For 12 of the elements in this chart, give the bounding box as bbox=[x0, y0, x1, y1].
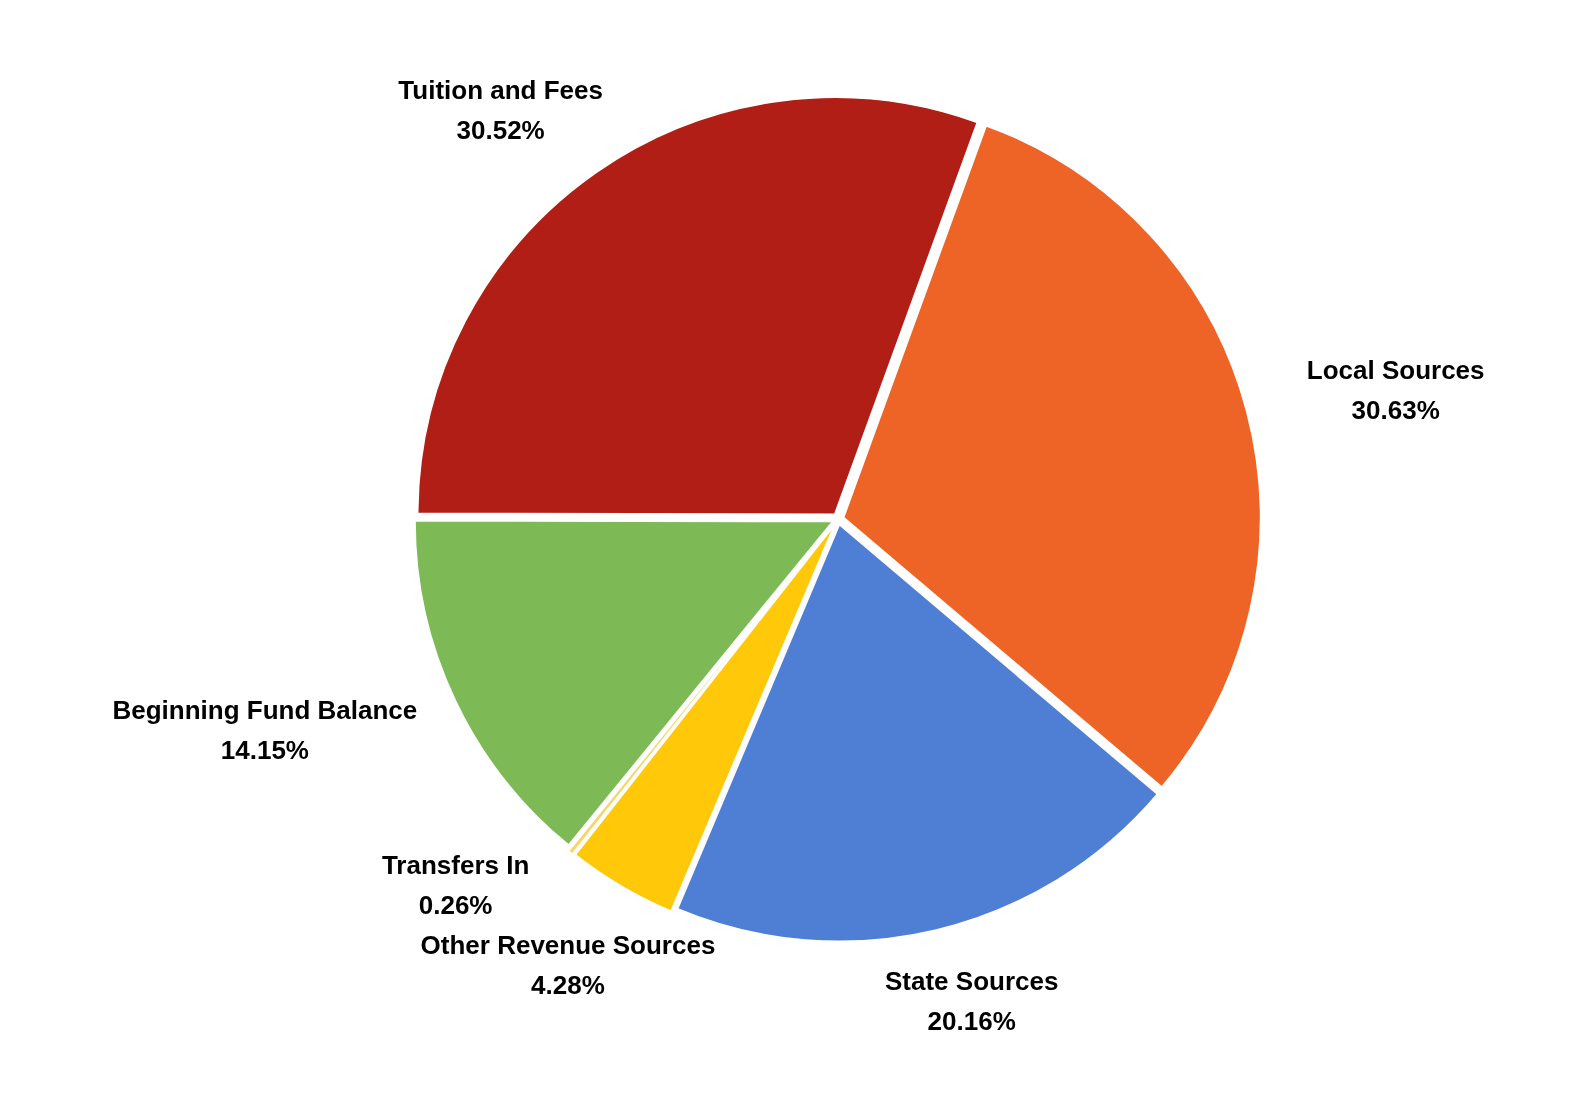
data-label: 4.28% bbox=[531, 970, 605, 1001]
data-label: 0.26% bbox=[418, 890, 493, 921]
slice-label: State Sources bbox=[884, 965, 1059, 996]
data-label: 20.16% bbox=[927, 1005, 1016, 1036]
slice-label: Beginning Fund Balance bbox=[112, 694, 418, 725]
data-label: 30.63% bbox=[1351, 394, 1440, 425]
slice-label: Other Revenue Sources bbox=[420, 930, 716, 961]
data-label: 14.15% bbox=[220, 734, 309, 765]
slice-label: Local Sources bbox=[1306, 354, 1485, 385]
data-label: 30.52% bbox=[456, 114, 545, 145]
slice-label: Transfers In bbox=[381, 850, 530, 881]
slice-label: Tuition and Fees bbox=[398, 74, 603, 105]
